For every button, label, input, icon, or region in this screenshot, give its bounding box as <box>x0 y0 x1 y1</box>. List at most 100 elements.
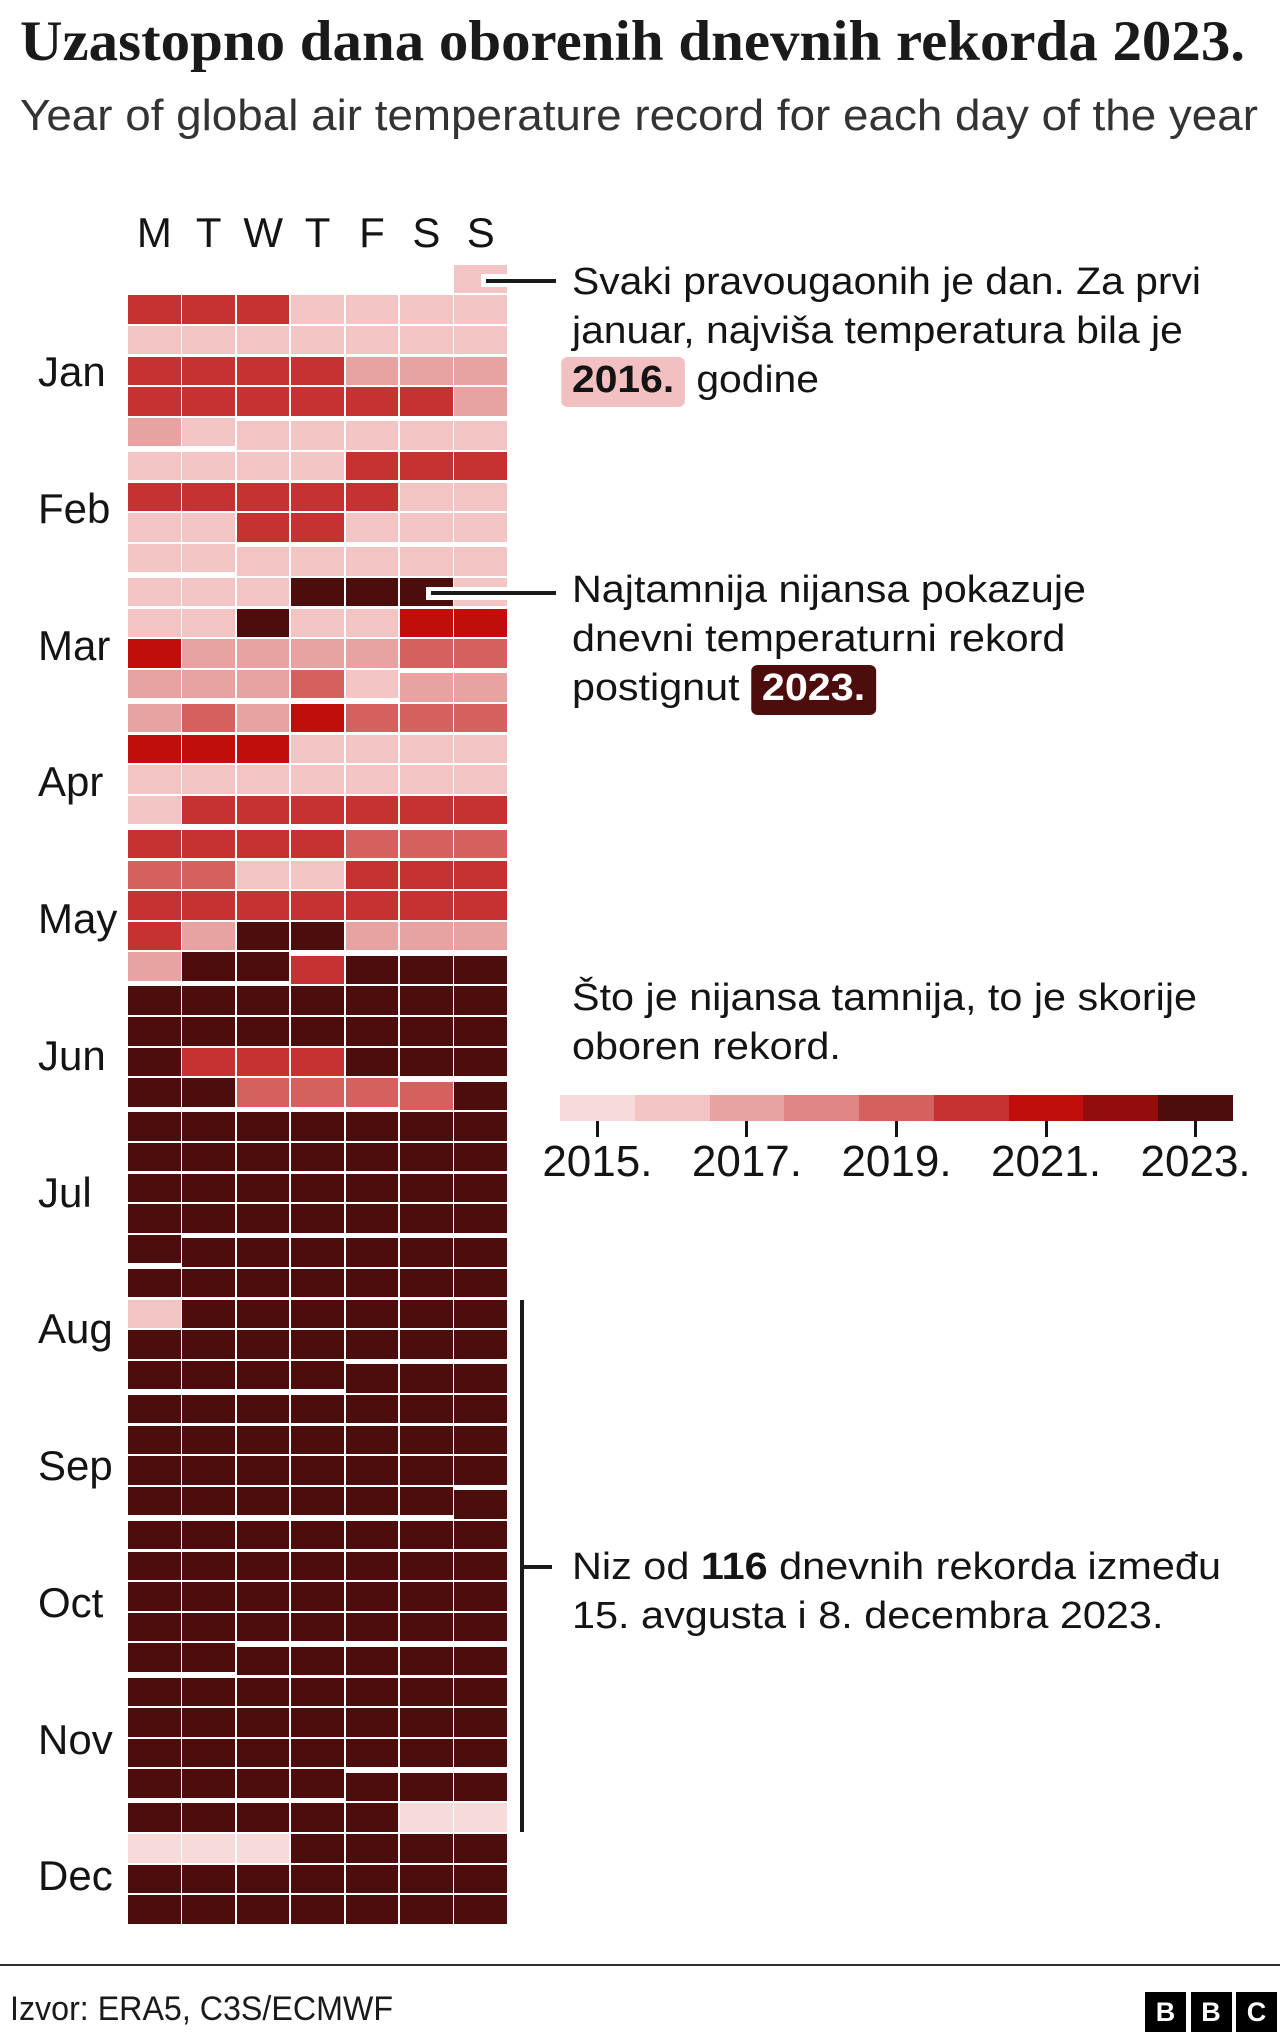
day-cell <box>236 608 290 638</box>
day-cell <box>128 1112 181 1141</box>
annotation-highlight: 116 <box>700 1546 768 1588</box>
day-cell <box>345 891 399 920</box>
day-cell <box>400 1803 453 1832</box>
day-cell <box>400 1646 453 1676</box>
day-cell <box>291 1394 344 1424</box>
day-cell <box>345 1238 399 1267</box>
day-cell <box>454 1895 508 1924</box>
day-cell <box>236 452 290 481</box>
day-cell <box>236 1803 290 1832</box>
day-cell <box>345 1047 399 1077</box>
day-cell <box>128 1425 181 1455</box>
day-cell <box>182 1394 236 1424</box>
day-cell <box>345 513 399 542</box>
legend-tick-label: 2017. <box>691 1137 802 1186</box>
day-cell <box>454 1425 508 1455</box>
day-cell <box>454 1551 508 1580</box>
day-cell <box>345 1895 399 1924</box>
day-cell <box>291 921 344 951</box>
day-cell <box>345 1204 399 1233</box>
day-cell <box>345 1143 399 1172</box>
day-cell <box>454 1081 508 1111</box>
annotation-text: Svaki pravougaonih je dan. Za prvi <box>572 261 1201 303</box>
day-cell <box>236 1486 290 1516</box>
day-cell <box>128 1551 181 1580</box>
day-cell <box>345 829 399 859</box>
day-cell <box>128 1520 181 1550</box>
day-cell <box>454 860 508 889</box>
day-cell <box>400 829 453 859</box>
day-cell <box>236 1769 290 1798</box>
day-cell <box>182 1360 236 1390</box>
day-cell <box>400 1017 453 1046</box>
day-cell <box>345 387 399 416</box>
day-cell <box>236 1173 290 1203</box>
day-cell <box>128 417 181 447</box>
day-cell <box>345 669 399 699</box>
legend-color-scale: 2015. 2017. 2019. 2021. 2023. <box>542 1095 1251 1195</box>
day-cell <box>236 1360 290 1390</box>
day-cell <box>400 1299 453 1329</box>
day-cell <box>291 795 344 825</box>
day-cell <box>291 1520 344 1550</box>
day-cell <box>128 1803 181 1832</box>
day-cell <box>236 1078 290 1107</box>
legend-tick <box>895 1121 898 1137</box>
day-cell <box>182 387 236 416</box>
day-cell <box>182 1269 236 1298</box>
day-cell <box>128 860 181 889</box>
day-cell <box>182 1425 236 1455</box>
day-cell <box>291 1864 344 1894</box>
day-cell <box>182 1017 236 1046</box>
day-cell <box>128 513 181 542</box>
month-label: Aug <box>38 1305 113 1353</box>
annotation-streak: Niz od 116 dnevnih rekorda između 15. avg… <box>572 1543 1221 1641</box>
day-cell <box>400 1394 453 1424</box>
day-cell <box>236 1456 290 1485</box>
day-cell <box>454 1112 508 1141</box>
bbc-logo-block: B <box>1190 1992 1232 2032</box>
weekday-header: S <box>466 209 495 256</box>
day-cell <box>291 1017 344 1046</box>
day-cell <box>400 1486 453 1516</box>
day-cell <box>128 1078 181 1107</box>
day-cell <box>345 452 399 481</box>
day-cell <box>291 1299 344 1329</box>
day-cell <box>236 669 290 699</box>
day-cell <box>128 1299 181 1329</box>
day-cell <box>182 1677 236 1706</box>
day-cell <box>454 734 508 763</box>
day-cell <box>400 1895 453 1924</box>
legend-tick-label: 2023. <box>1140 1137 1251 1186</box>
day-cell <box>236 1612 290 1642</box>
day-cell <box>454 1864 508 1894</box>
day-cell <box>400 795 453 825</box>
day-cell <box>454 1708 508 1737</box>
day-cell <box>400 356 453 386</box>
day-cell <box>182 577 236 607</box>
day-cell <box>128 1643 181 1672</box>
day-cell <box>291 1677 344 1706</box>
chart-subtitle: Year of global air temperature record fo… <box>20 91 1258 140</box>
annotation-text: godine <box>684 359 819 401</box>
day-cell <box>454 1394 508 1424</box>
day-cell <box>454 1143 508 1172</box>
day-cell <box>345 1677 399 1706</box>
day-cell <box>182 952 236 981</box>
day-cell <box>128 1394 181 1424</box>
day-cell <box>454 829 508 859</box>
day-cell <box>236 1269 290 1298</box>
day-cell <box>345 482 399 512</box>
day-cell <box>236 1017 290 1046</box>
day-cell <box>182 1486 236 1516</box>
day-cell <box>128 795 181 825</box>
day-cell <box>236 1394 290 1424</box>
weekday-header: T <box>195 209 222 256</box>
day-cell <box>236 639 290 668</box>
annotation-highlight: 2016. <box>561 357 685 407</box>
day-cell <box>182 1456 236 1485</box>
annotation-text: dnevnih rekorda između <box>767 1546 1221 1588</box>
day-cell <box>400 1204 453 1233</box>
day-cell <box>236 891 290 920</box>
day-cell <box>454 1017 508 1046</box>
